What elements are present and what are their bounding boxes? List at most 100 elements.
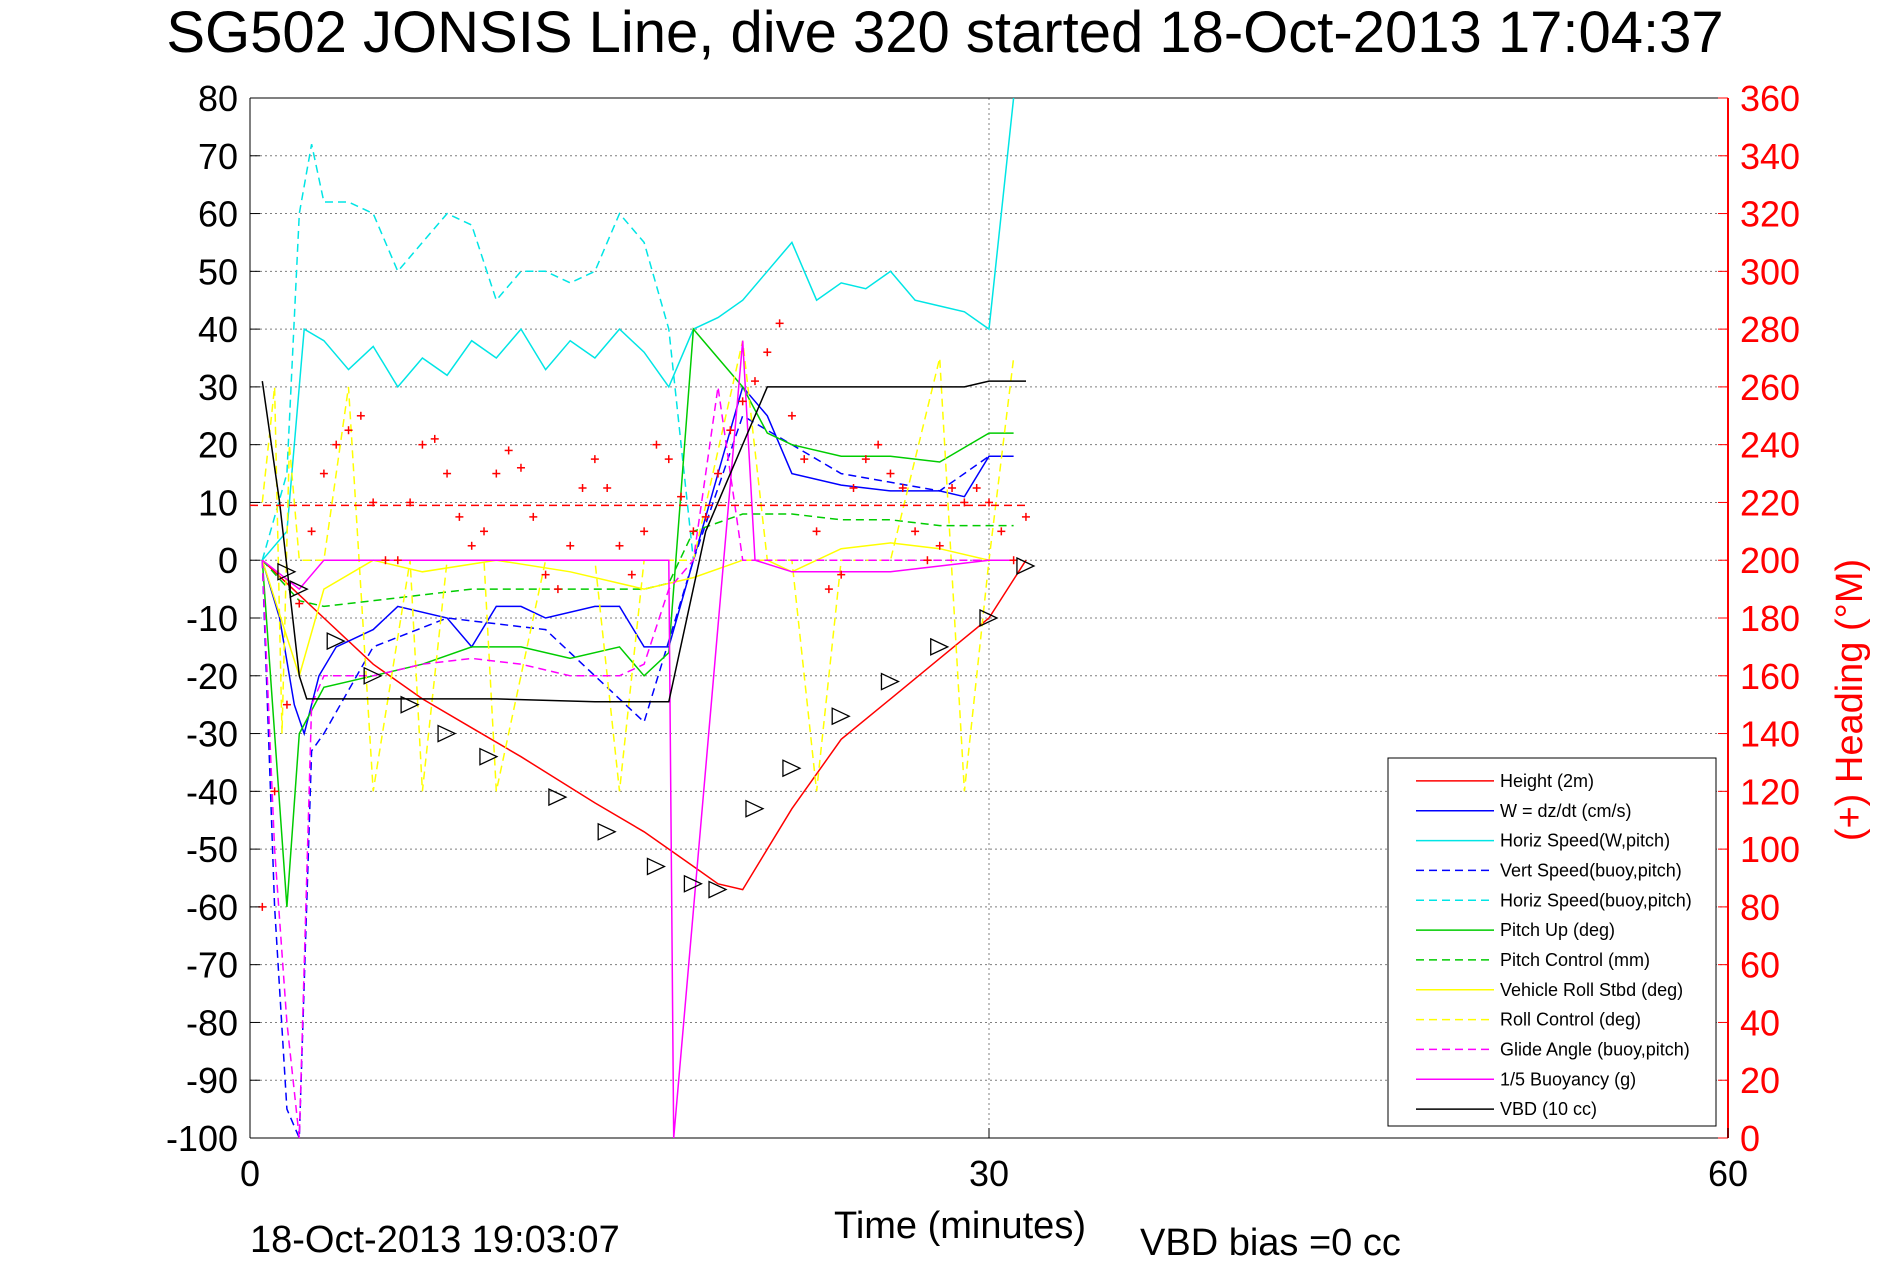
heading-point bbox=[455, 512, 464, 521]
tick-label-right: 120 bbox=[1740, 771, 1800, 812]
heading-point bbox=[356, 411, 365, 420]
tick-label-right: 320 bbox=[1740, 194, 1800, 235]
tick-label-right: 180 bbox=[1740, 598, 1800, 639]
chart-title: SG502 JONSIS Line, dive 320 started 18-O… bbox=[166, 0, 1723, 65]
heading-point bbox=[800, 455, 809, 464]
tick-label-left: 20 bbox=[198, 425, 238, 466]
tick-label-left: -10 bbox=[186, 598, 238, 639]
heading-point bbox=[393, 556, 402, 565]
legend-label-8: Roll Control (deg) bbox=[1500, 1010, 1641, 1030]
heading-point bbox=[997, 527, 1006, 536]
heading-point bbox=[307, 527, 316, 536]
legend-label-6: Pitch Control (mm) bbox=[1500, 950, 1650, 970]
heading-point bbox=[270, 787, 279, 796]
heading-point bbox=[824, 585, 833, 594]
heading-point bbox=[1021, 512, 1030, 521]
height-marker bbox=[548, 788, 568, 807]
heading-point bbox=[689, 527, 698, 536]
height-marker bbox=[1016, 556, 1036, 576]
heading-point bbox=[849, 484, 858, 492]
legend-label-1: W = dz/dt (cm/s) bbox=[1500, 801, 1632, 821]
heading-point bbox=[467, 541, 476, 550]
height-marker bbox=[708, 880, 728, 899]
tick-label-left: 80 bbox=[198, 78, 238, 119]
heading-point bbox=[553, 585, 562, 594]
tick-label-right: 360 bbox=[1740, 78, 1800, 119]
heading-point bbox=[677, 492, 686, 501]
legend-label-2: Horiz Speed(W,pitch) bbox=[1500, 831, 1670, 851]
series-layer bbox=[250, 97, 1027, 1139]
heading-point bbox=[295, 599, 304, 608]
tick-label-x: 60 bbox=[1708, 1153, 1748, 1194]
series-line-2 bbox=[261, 97, 1015, 561]
series-line-1 bbox=[261, 385, 1014, 737]
heading-point bbox=[775, 319, 784, 328]
legend-label-9: Glide Angle (buoy,pitch) bbox=[1500, 1039, 1690, 1059]
right-axis-label: (+) Heading (°M) bbox=[1829, 559, 1871, 841]
heading-point bbox=[738, 397, 747, 406]
tick-label-right: 20 bbox=[1740, 1060, 1780, 1101]
height-marker bbox=[289, 580, 309, 599]
x-axis-label: Time (minutes) bbox=[834, 1205, 1086, 1247]
heading-point bbox=[664, 455, 673, 464]
heading-point bbox=[898, 484, 907, 492]
series-line-10 bbox=[261, 340, 1014, 1139]
tick-label-left: 0 bbox=[218, 540, 238, 581]
heading-point bbox=[566, 541, 575, 550]
tick-label-left: -20 bbox=[186, 656, 238, 697]
heading-point bbox=[418, 440, 427, 449]
heading-point bbox=[319, 469, 328, 478]
heading-point bbox=[837, 570, 846, 579]
height-marker bbox=[880, 672, 900, 691]
heading-point bbox=[886, 469, 895, 478]
heading-point bbox=[960, 498, 969, 507]
height-marker bbox=[745, 799, 765, 818]
heading-point bbox=[443, 469, 452, 478]
series-line-8 bbox=[261, 340, 1015, 792]
legend-label-7: Vehicle Roll Stbd (deg) bbox=[1500, 980, 1683, 1000]
legend-label-10: 1/5 Buoyancy (g) bbox=[1500, 1069, 1636, 1089]
heading-point bbox=[541, 570, 550, 579]
tick-label-left: -30 bbox=[186, 714, 238, 755]
heading-point bbox=[972, 484, 981, 492]
tick-label-left: 70 bbox=[198, 136, 238, 177]
heading-point bbox=[406, 498, 415, 507]
heading-point bbox=[787, 411, 796, 420]
heading-point bbox=[726, 426, 735, 435]
tick-label-right: 200 bbox=[1740, 540, 1800, 581]
tick-label-right: 260 bbox=[1740, 367, 1800, 408]
height-marker bbox=[326, 632, 346, 651]
tick-label-left: 10 bbox=[198, 482, 238, 523]
heading-point bbox=[874, 440, 883, 449]
tick-label-right: 0 bbox=[1740, 1118, 1760, 1159]
height-marker bbox=[782, 759, 802, 778]
height-marker bbox=[597, 822, 617, 841]
heading-point bbox=[529, 512, 538, 521]
tick-label-left: -50 bbox=[186, 829, 238, 870]
legend-label-4: Horiz Speed(buoy,pitch) bbox=[1500, 890, 1692, 910]
heading-point bbox=[603, 484, 612, 492]
heading-point bbox=[763, 348, 772, 357]
heading-point bbox=[714, 469, 723, 478]
tick-label-right: 340 bbox=[1740, 136, 1800, 177]
tick-label-left: -100 bbox=[166, 1118, 238, 1159]
tick-label-left: -90 bbox=[186, 1060, 238, 1101]
heading-point bbox=[516, 463, 525, 472]
tick-label-left: -60 bbox=[186, 887, 238, 928]
heading-point bbox=[282, 700, 291, 709]
height-marker bbox=[277, 562, 297, 581]
series-line-4 bbox=[261, 144, 695, 561]
tick-label-left: 40 bbox=[198, 309, 238, 350]
heading-point bbox=[652, 440, 661, 449]
heading-point bbox=[923, 556, 932, 565]
legend: Height (2m) W = dz/dt (cm/s) Horiz Speed(W… bbox=[1387, 757, 1717, 1127]
heading-point bbox=[750, 377, 759, 386]
tick-label-right: 80 bbox=[1740, 887, 1780, 928]
heading-point bbox=[861, 455, 870, 464]
tick-label-left: -40 bbox=[186, 771, 238, 812]
tick-label-right: 60 bbox=[1740, 945, 1780, 986]
footer-timestamp: 18-Oct-2013 19:03:07 bbox=[250, 1219, 620, 1261]
tick-label-right: 160 bbox=[1740, 656, 1800, 697]
heading-point bbox=[590, 455, 599, 464]
